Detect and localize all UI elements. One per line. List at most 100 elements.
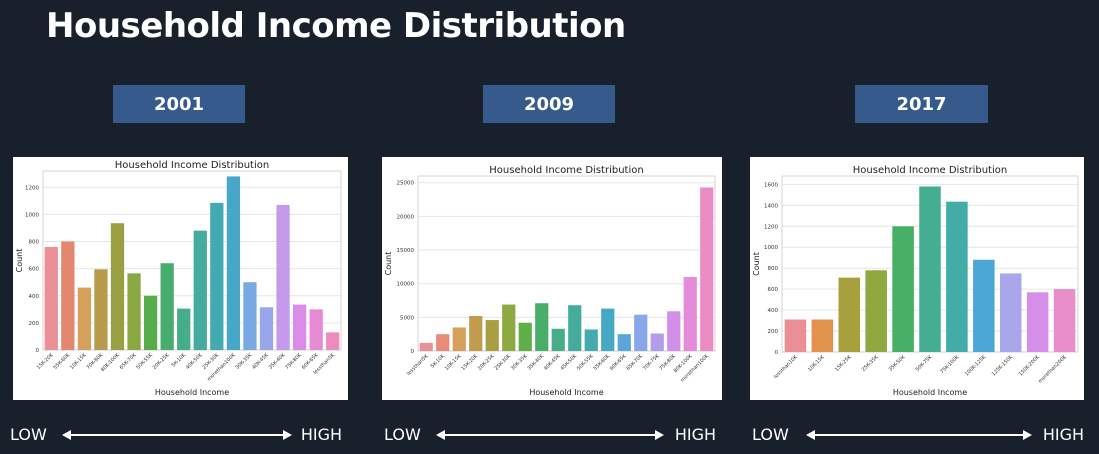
y-tick-label: 1200 — [25, 185, 39, 191]
bar-15K-20K — [469, 316, 483, 351]
year-badge-2009: 2009 — [483, 85, 615, 123]
bar-10K-15K — [811, 319, 834, 352]
bar-40K-45K — [259, 307, 274, 350]
x-tick-label: 150K-200K — [1018, 354, 1042, 378]
bar-lessthan10K — [784, 319, 807, 352]
page-title: Household Income Distribution — [46, 6, 626, 46]
x-tick-label: lessthan10K — [773, 354, 799, 380]
y-tick-label: 1400 — [764, 203, 778, 209]
bar-10K-15K — [77, 287, 92, 350]
x-axis-label: Household Income — [893, 388, 967, 397]
income-scale-2001: LOW HIGH — [10, 424, 342, 446]
bar-morethan100K — [226, 176, 241, 350]
bar-5K-10K — [177, 308, 191, 350]
bar-20K-25K — [485, 320, 499, 351]
y-tick-label: 800 — [768, 266, 779, 272]
chart-title: Household Income Distribution — [853, 165, 1007, 176]
bar-35K-50K — [892, 226, 914, 352]
bar-25K-35K — [865, 270, 887, 352]
double-arrow-icon — [806, 430, 1032, 440]
bar-80K-100K — [683, 276, 697, 351]
y-tick-label: 400 — [29, 294, 40, 300]
y-tick-label: 1600 — [764, 182, 778, 188]
year-badge-2001: 2001 — [113, 85, 245, 123]
x-tick-label: 15K-20K — [36, 352, 55, 371]
chart-title: Household Income Distribution — [115, 160, 269, 171]
scale-high-label: HIGH — [300, 425, 342, 444]
x-tick-label: 40K-45K — [543, 353, 562, 372]
x-tick-label: 40K-45K — [251, 352, 270, 371]
bar-80K-100K — [110, 223, 125, 350]
y-tick-label: 1000 — [764, 245, 778, 251]
bar-150K-200K — [1026, 292, 1049, 352]
x-tick-label: 10K-15K — [807, 354, 826, 373]
bar-chart-2017: 0 200 400 600 800 1000 1200 1400 1600 lessthan10K… — [752, 165, 1079, 397]
bar-40K-50K — [193, 230, 207, 350]
x-tick-label: 100K-125K — [964, 354, 988, 378]
scale-low-label: LOW — [384, 425, 421, 444]
x-tick-label: 75K-100K — [939, 354, 961, 376]
y-tick-label: 1200 — [764, 224, 778, 230]
y-tick-label: 0 — [775, 350, 779, 356]
x-tick-label: 35K-50K — [888, 354, 907, 373]
bar-55K-60K — [601, 308, 615, 351]
bar-lessthan5K — [419, 342, 433, 351]
double-arrow-icon — [436, 430, 664, 440]
y-tick-label: 0 — [411, 349, 415, 355]
bar-25K-30K — [210, 202, 224, 350]
bar-75K-100K — [946, 201, 968, 352]
x-tick-label: 65K-70K — [625, 353, 644, 372]
x-tick-label: 10K-15K — [444, 353, 463, 372]
bar-70K-75K — [650, 333, 664, 351]
year-badge-2017: 2017 — [855, 85, 988, 123]
double-arrow-icon — [62, 430, 292, 440]
x-tick-label: 10K-15K — [69, 352, 88, 371]
chart-title: Household Income Distribution — [489, 165, 643, 176]
bar-100K-125K — [973, 259, 995, 352]
income-scale-2009: LOW HIGH — [384, 424, 716, 446]
bar-35K-40K — [276, 204, 290, 350]
x-tick-label: 30K-35K — [510, 353, 529, 372]
x-tick-label: 65K-70K — [119, 352, 138, 371]
y-tick-label: 1000 — [25, 212, 39, 218]
x-tick-label: 75K-80K — [284, 352, 303, 371]
bar-5K-10K — [436, 334, 450, 351]
bar-50K-55K — [143, 295, 158, 350]
x-tick-label: 35K-40K — [526, 353, 545, 372]
chart-panel-2001: 0 200 400 600 800 1000 1200 15K-20K 55K-60K 10K-1… — [13, 157, 348, 400]
x-tick-label: 50K-75K — [915, 354, 934, 373]
x-tick-label: 80K-100K — [100, 352, 122, 374]
x-tick-label: lessthan5K — [406, 353, 430, 377]
x-tick-label: 25K-35K — [861, 354, 880, 373]
x-tick-label: morethan200K — [1037, 354, 1068, 385]
y-axis-label: Count — [15, 249, 24, 273]
bar-morethan200K — [1053, 289, 1076, 352]
chart-panel-2017: 0 200 400 600 800 1000 1200 1400 1600 lessthan10K… — [750, 157, 1084, 400]
scale-low-label: LOW — [752, 425, 789, 444]
x-tick-label: 15K-20K — [460, 353, 479, 372]
bar-70K-80K — [94, 269, 108, 350]
x-tick-label: 55K-60K — [52, 352, 71, 371]
bar-50K-55K — [584, 329, 598, 351]
y-tick-label: 400 — [768, 308, 779, 314]
plot-frame — [417, 175, 716, 352]
bar-morethan100K — [700, 187, 714, 351]
bar-55K-60K — [61, 241, 75, 350]
scale-high-label: HIGH — [1042, 425, 1084, 444]
x-tick-label: 25K-30K — [493, 353, 512, 372]
x-tick-label: 30K-35K — [235, 352, 254, 371]
y-tick-label: 200 — [768, 329, 779, 335]
y-axis-label: Count — [384, 252, 393, 276]
y-tick-label: 0 — [36, 348, 40, 354]
bar-25K-30K — [502, 304, 516, 351]
x-tick-label: 35K-40K — [268, 352, 287, 371]
bar-20K-25K — [160, 263, 174, 350]
bar-15K-25K — [838, 277, 861, 352]
bar-65K-70K — [127, 273, 141, 350]
plot-frame — [42, 170, 342, 351]
y-tick-label: 600 — [768, 287, 779, 293]
bar-35K-40K — [535, 303, 549, 351]
bar-65K-70K — [634, 314, 648, 351]
bar-30K-35K — [518, 322, 532, 351]
x-tick-label: 125K-150K — [991, 354, 1015, 378]
